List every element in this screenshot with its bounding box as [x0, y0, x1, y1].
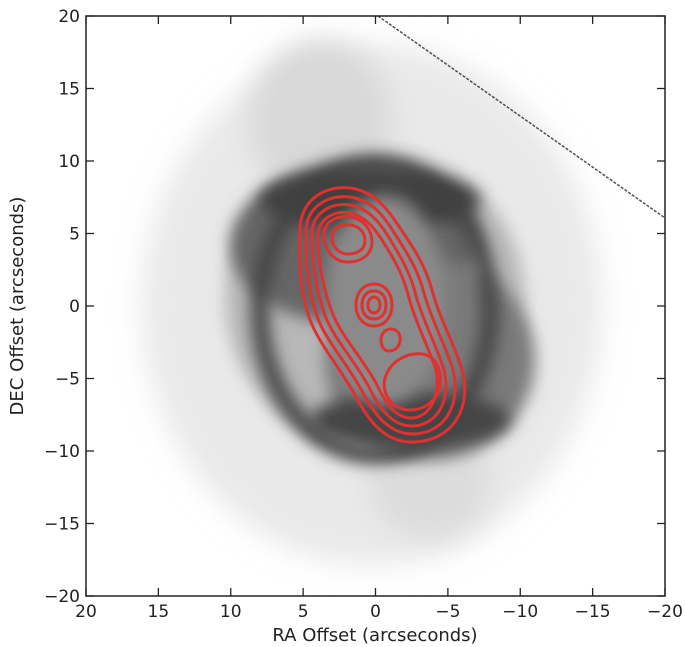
- contour-lines: [297, 186, 467, 444]
- x-tick-label: −15: [575, 602, 611, 622]
- x-tick-label: 5: [298, 602, 309, 622]
- x-axis-title: RA Offset (arcseconds): [272, 625, 477, 646]
- x-tick-label: −20: [647, 602, 683, 622]
- y-tick-label: 5: [69, 225, 80, 245]
- contour-peak-center: [354, 282, 394, 328]
- contour-outer: [310, 203, 448, 428]
- y-tick-label: −15: [44, 515, 80, 535]
- x-tick-label: 15: [148, 602, 170, 622]
- y-tick-label: −20: [44, 587, 80, 607]
- contour-outer: [316, 210, 439, 420]
- contour-peak-upper: [322, 215, 374, 264]
- contour-peak-upper-inner: [330, 223, 367, 256]
- y-tick-label: −10: [44, 442, 80, 462]
- contour-outer: [304, 195, 457, 436]
- x-tick-label: 20: [75, 602, 97, 622]
- contour-peak-lower: [382, 352, 442, 412]
- y-tick-label: 20: [58, 7, 80, 27]
- contour-peak-center: [366, 295, 382, 315]
- y-axis-title: DEC Offset (arcseconds): [7, 197, 28, 416]
- y-tick-label: 15: [58, 80, 80, 100]
- y-tick-label: 10: [58, 152, 80, 172]
- x-tick-label: −10: [502, 602, 538, 622]
- contour-peak-small: [379, 327, 402, 353]
- nebula-image: [86, 16, 665, 596]
- x-tick-label: 10: [220, 602, 242, 622]
- contour-outer: [297, 186, 467, 444]
- contour-peak-center: [360, 289, 388, 321]
- x-tick-label: 0: [370, 602, 381, 622]
- y-tick-label: −5: [55, 370, 80, 390]
- y-tick-label: 0: [69, 297, 80, 317]
- x-tick-label: −5: [435, 602, 460, 622]
